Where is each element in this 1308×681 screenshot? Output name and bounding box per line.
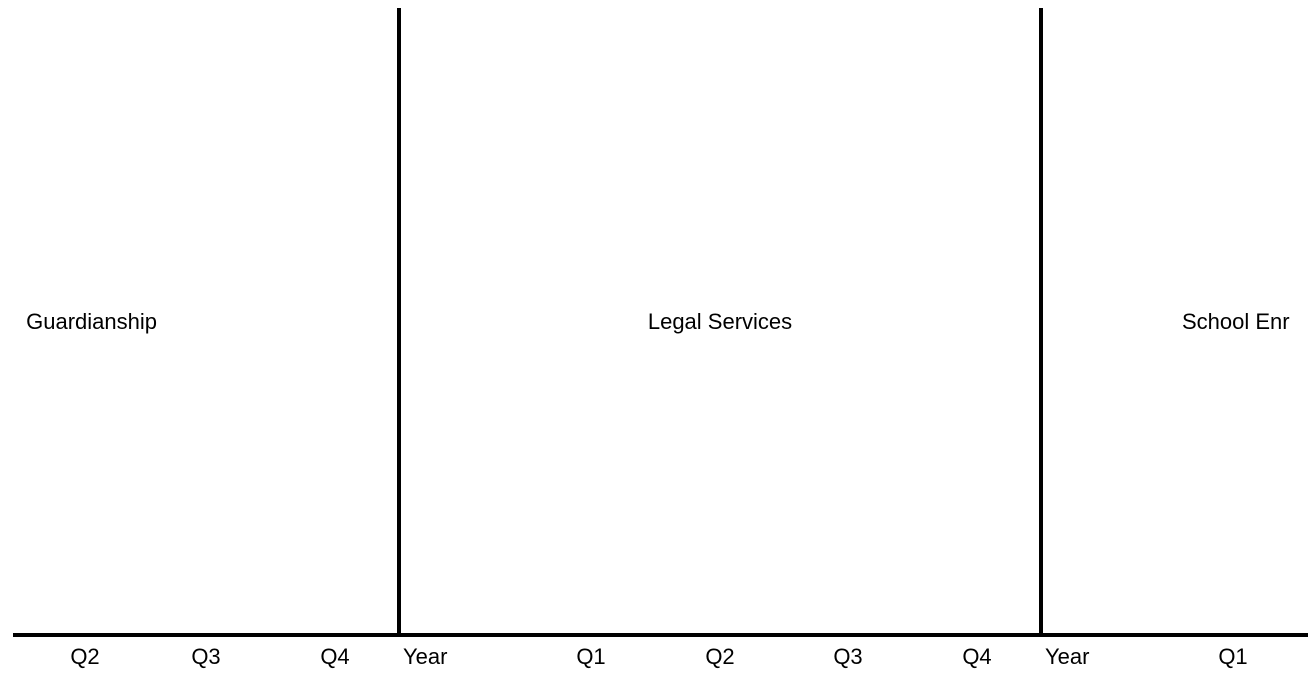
section-divider-1 [397, 8, 401, 636]
column-label-q1: Q1 [576, 644, 606, 669]
section-label-school-enrollment: School Enr [1182, 309, 1290, 334]
column-label-year: Year [1045, 644, 1090, 669]
column-label-q3: Q3 [191, 644, 221, 669]
column-label-q4: Q4 [320, 644, 350, 669]
column-label-q2: Q2 [705, 644, 735, 669]
header-baseline [13, 633, 1308, 637]
section-divider-2 [1039, 8, 1043, 636]
column-label-year: Year [403, 644, 448, 669]
column-label-q2: Q2 [70, 644, 100, 669]
column-label-q1: Q1 [1218, 644, 1248, 669]
column-label-q3: Q3 [833, 644, 863, 669]
column-label-q4: Q4 [962, 644, 992, 669]
section-label-guardianship: Guardianship [26, 309, 157, 334]
section-label-legal-services: Legal Services [647, 309, 793, 334]
